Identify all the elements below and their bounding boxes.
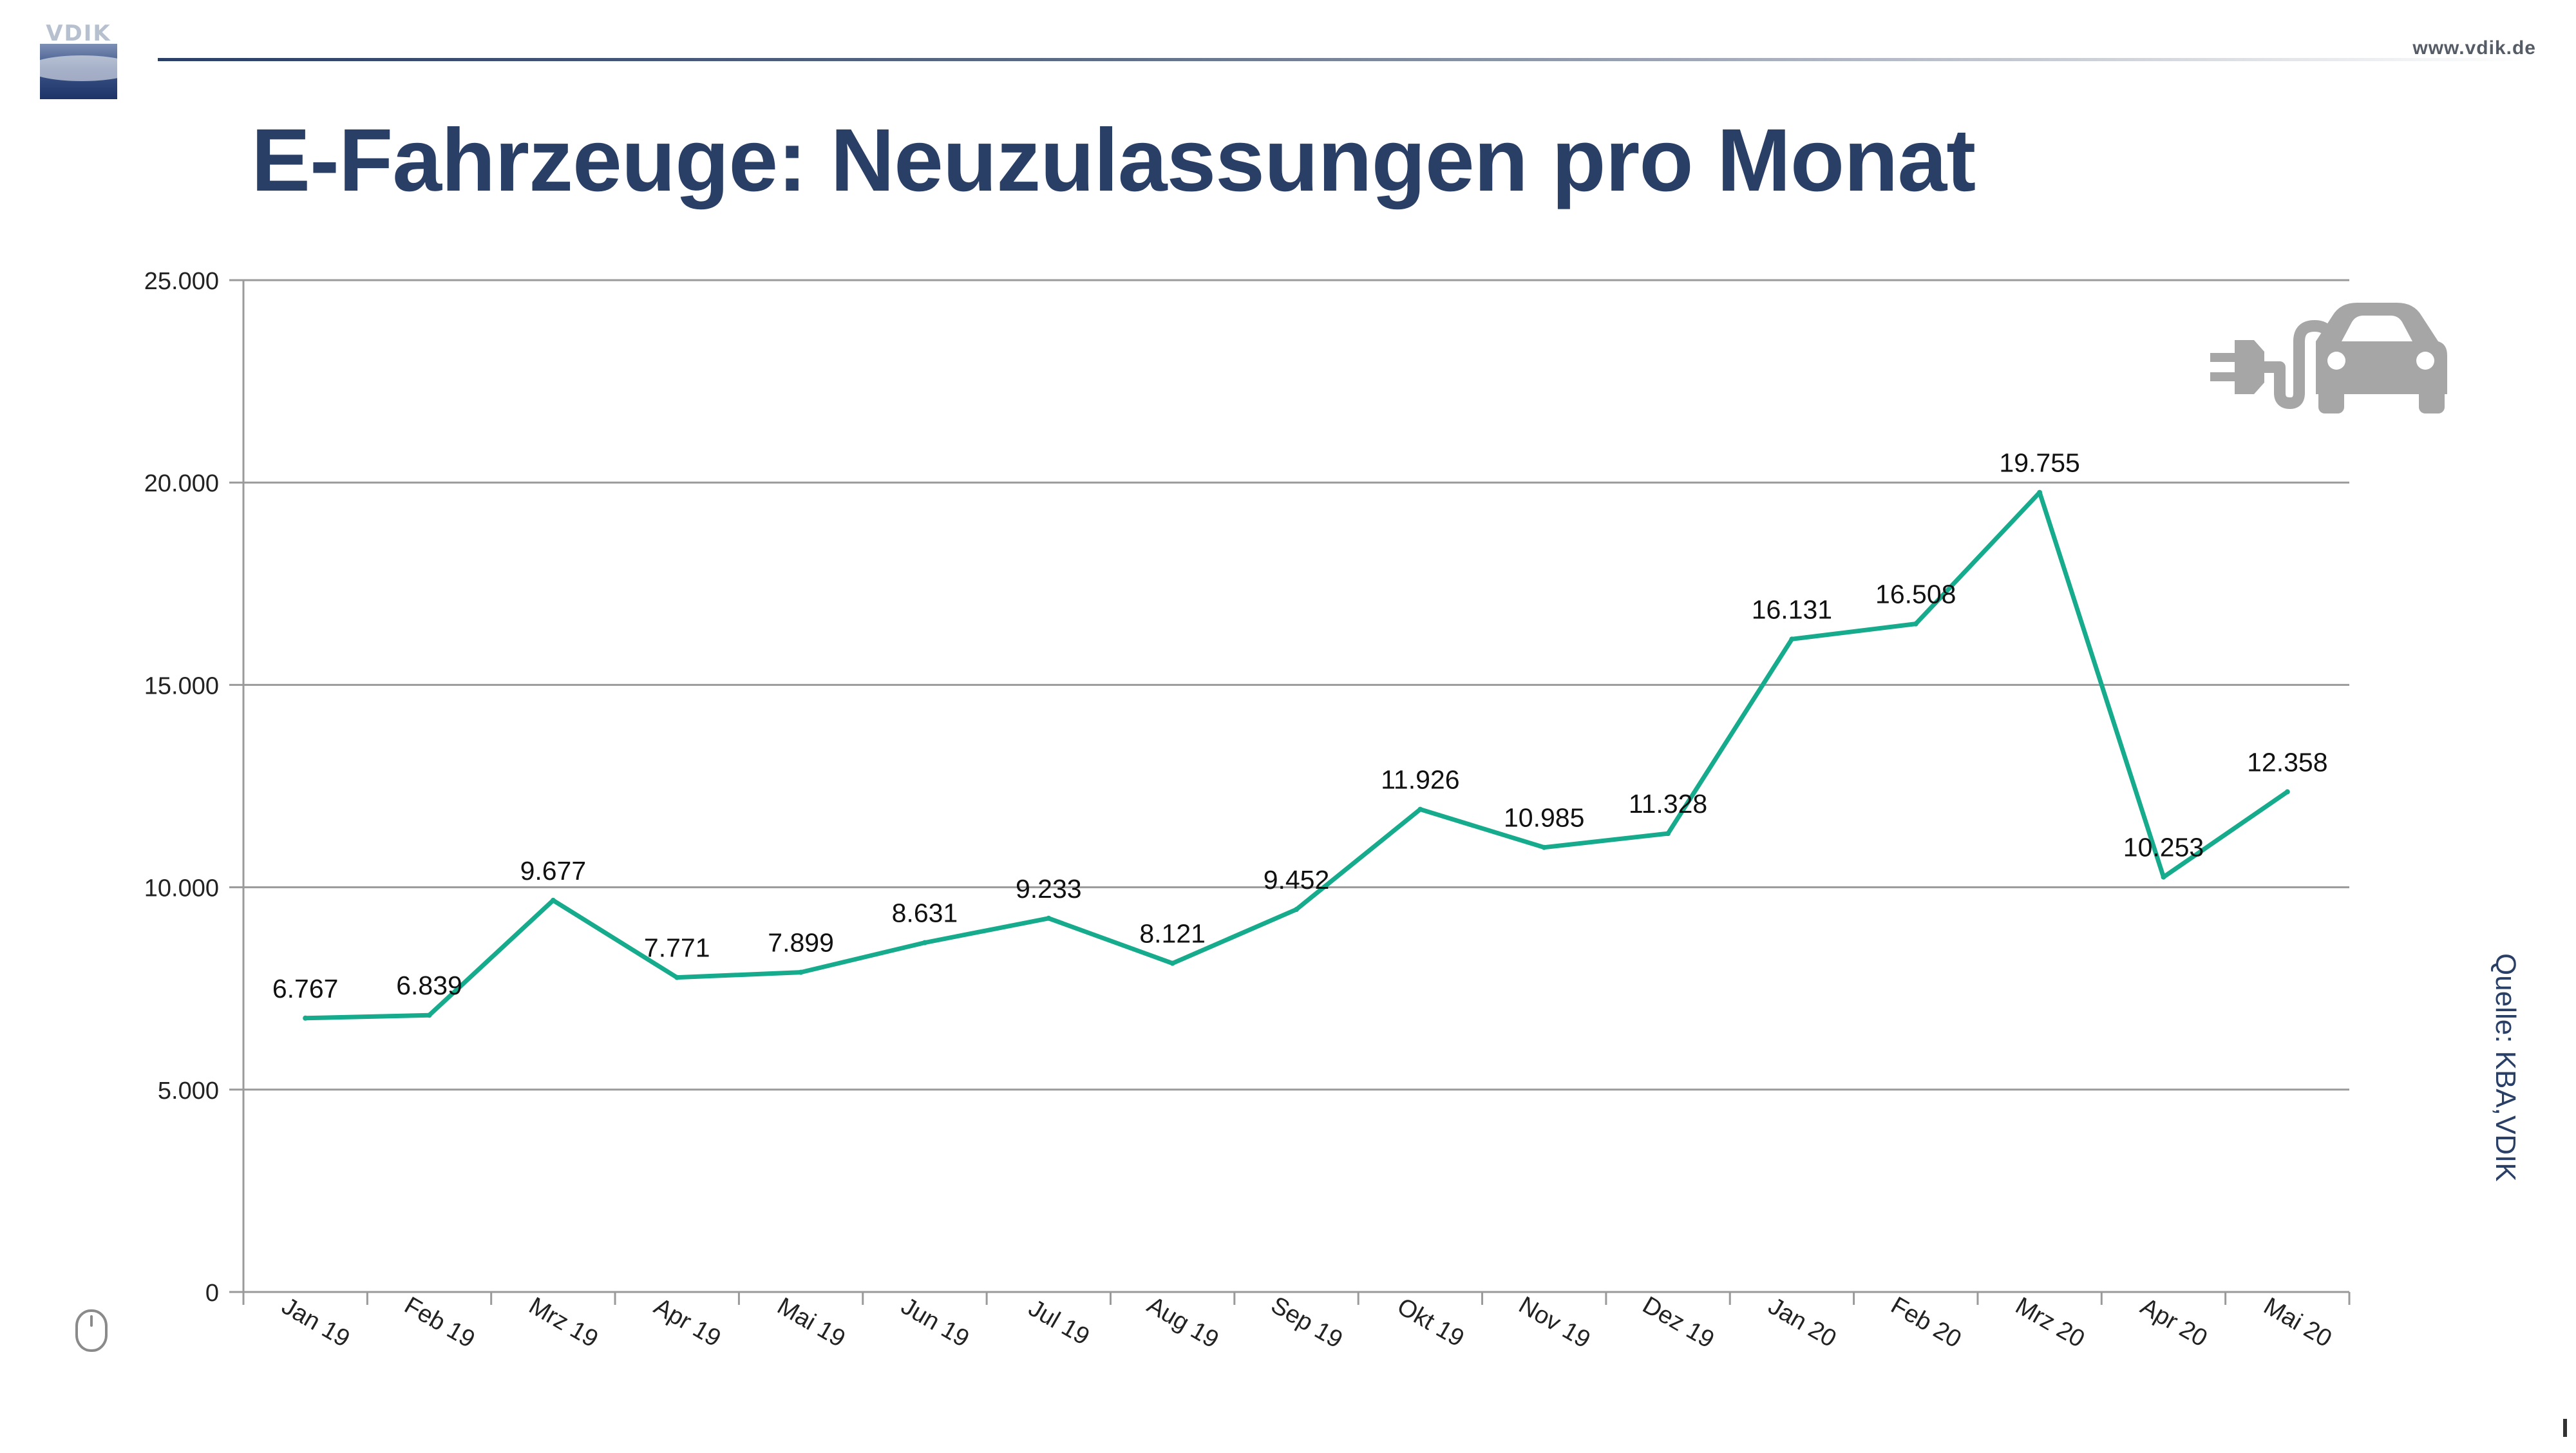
data-label: 9.677 (520, 856, 587, 886)
x-tick-label: Nov 19 (1514, 1291, 1595, 1354)
data-label: 6.767 (272, 974, 339, 1003)
mouse-icon (75, 1309, 108, 1352)
data-label: 8.121 (1139, 919, 1206, 949)
data-label: 11.328 (1629, 789, 1707, 819)
data-label: 7.771 (644, 933, 710, 963)
data-label: 16.131 (1752, 594, 1832, 624)
x-tick-label: Mrz 19 (524, 1292, 603, 1353)
vdik-logo: VDIK (40, 21, 117, 99)
y-tick-labels: 0 5.000 10.000 15.000 20.000 25.000 (144, 268, 219, 1307)
data-point (1170, 960, 1175, 966)
data-label: 12.358 (2247, 747, 2327, 777)
data-label: 16.508 (1875, 580, 1956, 609)
x-tick-label: Feb 19 (400, 1292, 479, 1354)
x-tick-label: Dez 19 (1638, 1291, 1718, 1354)
series-line (303, 490, 2290, 1021)
data-point (1665, 831, 1671, 837)
x-tick-label: Apr 19 (649, 1293, 725, 1352)
header-rule (158, 58, 2528, 61)
y-tick-label: 20.000 (144, 470, 219, 497)
x-tick-label: Sep 19 (1266, 1291, 1347, 1354)
y-tick-label: 0 (205, 1280, 219, 1307)
data-label: 6.839 (396, 971, 462, 1000)
y-tick-label: 15.000 (144, 672, 219, 699)
x-tick-label: Feb 20 (1886, 1292, 1965, 1354)
data-point (2284, 789, 2290, 795)
data-point (1417, 806, 1423, 812)
data-point (426, 1012, 432, 1018)
x-tick-label: Jan 19 (277, 1293, 354, 1353)
y-tick-label: 10.000 (144, 875, 219, 902)
data-point (674, 974, 680, 980)
data-point (798, 969, 804, 975)
data-label: 10.985 (1504, 803, 1584, 833)
data-label: 19.755 (1999, 448, 2079, 478)
data-label: 8.631 (892, 898, 958, 928)
x-tick-label: Aug 19 (1142, 1291, 1223, 1354)
data-point (2161, 874, 2166, 880)
ev-car-plug-icon (2210, 303, 2447, 413)
y-tick-label: 25.000 (144, 268, 219, 295)
logo-text: VDIK (46, 21, 111, 46)
data-label: 7.899 (768, 928, 834, 958)
data-point (1789, 636, 1795, 642)
data-point (1913, 621, 1918, 627)
data-point (1046, 915, 1052, 921)
x-tick-label: Mai 19 (773, 1293, 850, 1353)
y-tick-label: 5.000 (158, 1078, 219, 1105)
data-point (2037, 489, 2043, 495)
x-tick-label: Mrz 20 (2011, 1292, 2089, 1353)
data-label: 9.233 (1016, 874, 1082, 904)
x-tick-label: Mai 20 (2259, 1293, 2336, 1353)
page-number (2563, 1419, 2567, 1437)
x-tick-label: Jul 19 (1024, 1295, 1094, 1351)
data-point (922, 940, 927, 945)
chart-series (303, 489, 2290, 1021)
chart-axes (229, 279, 2351, 1305)
data-label: 11.926 (1381, 765, 1459, 795)
data-point (1294, 907, 1299, 913)
data-labels: 6.767 6.839 9.677 7.771 7.899 8.631 9.233 8.121… (272, 448, 2328, 1003)
x-tick-label: Jun 19 (896, 1293, 974, 1353)
source-note: Quelle: KBA,VDIK (2490, 953, 2521, 1182)
x-tick-label: Okt 19 (1392, 1293, 1468, 1352)
data-label: 9.452 (1264, 865, 1330, 895)
logo-emblem (40, 44, 117, 99)
page-title: E-Fahrzeuge: Neuzulassungen pro Monat (251, 111, 1976, 210)
website-link[interactable]: www.vdik.de (2412, 37, 2536, 59)
data-label: 10.253 (2123, 833, 2204, 862)
data-point (550, 897, 556, 903)
x-tick-labels: Jan 19 Feb 19 Mrz 19 Apr 19 Mai 19 Jun 19 Jul … (277, 1291, 2336, 1354)
chart-grid (243, 279, 2349, 1293)
x-tick-label: Jan 20 (1764, 1293, 1841, 1353)
data-point (1541, 844, 1547, 850)
data-point (303, 1015, 308, 1021)
x-tick-label: Apr 20 (2136, 1293, 2211, 1352)
